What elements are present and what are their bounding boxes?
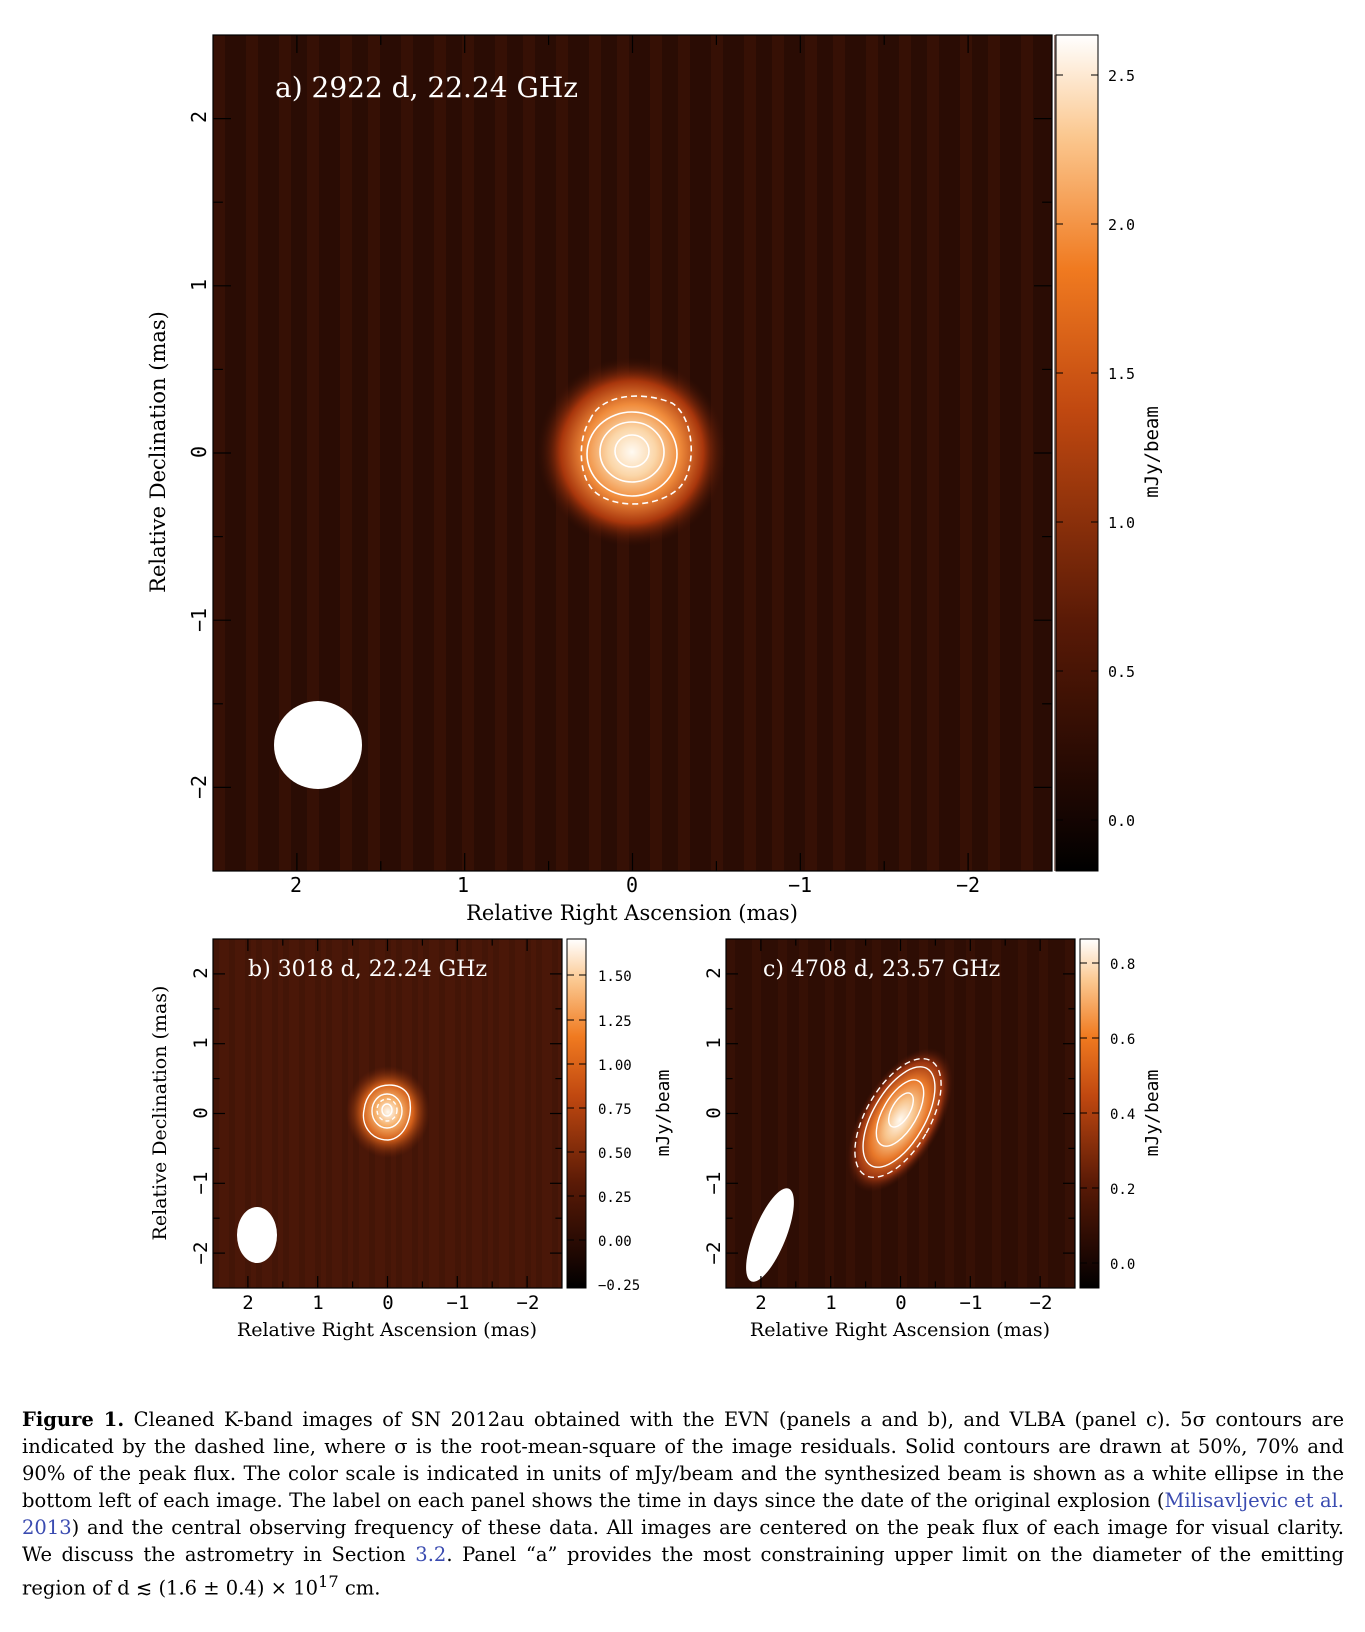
axis-ticks-a (213, 35, 1052, 871)
figure-1: a) 2922 d, 22.24 GHz 2 1 0 −1 −2 2 1 0 −… (146, 34, 1163, 1341)
y-tick-label: 0 (190, 1107, 212, 1118)
y-tick-labels-c: 2 1 0 −1 −2 (703, 967, 725, 1264)
y-axis-label-a: Relative Declination (mas) (146, 311, 170, 593)
x-tick-label: −1 (447, 1292, 470, 1314)
y-axis-label-b: Relative Declination (mas) (149, 986, 171, 1241)
colorbar-tick-label: −0.25 (598, 1278, 640, 1294)
x-tick-label: 0 (626, 873, 638, 897)
contours-c (854, 1057, 942, 1179)
colorbar-label-a: mJy/beam (1141, 406, 1163, 498)
panel-title-c: c) 4708 d, 23.57 GHz (763, 957, 1000, 982)
caption-text: . Panel “a” provides the most constraini… (22, 1543, 1345, 1600)
colorbar-c: 0.8 0.6 0.4 0.2 0.0 mJy/beam (1079, 938, 1163, 1289)
panel-title-b: b) 3018 d, 22.24 GHz (248, 957, 487, 982)
colorbar-tick-label: 1.50 (598, 969, 632, 985)
colorbar-tick-label: 0.6 (1110, 1032, 1135, 1048)
panel-c: c) 4708 d, 23.57 GHz 2 1 0 −1 −2 2 1 0 −… (703, 938, 1163, 1341)
caption-text: Cleaned K-band images of SN 2012au obtai… (22, 1408, 1345, 1512)
contours-a (580, 395, 693, 505)
x-tick-labels-a: 2 1 0 −1 −2 (290, 873, 980, 897)
colorbar-tick-label: 2.5 (1108, 67, 1135, 85)
section-link[interactable]: 3.2 (415, 1543, 447, 1566)
colorbar-tick-label: 0.25 (598, 1190, 632, 1206)
x-tick-label: 0 (382, 1292, 393, 1314)
x-tick-label: −2 (956, 873, 980, 897)
panel-title-a: a) 2922 d, 22.24 GHz (275, 71, 578, 104)
y-tick-label: 1 (190, 1037, 212, 1048)
colorbar-tick-label: 0.8 (1110, 957, 1135, 973)
caption-label: Figure 1. (22, 1408, 125, 1431)
x-tick-label: −2 (1030, 1292, 1053, 1314)
panel-b: b) 3018 d, 22.24 GHz 2 1 0 −1 −2 2 1 0 −… (149, 938, 674, 1341)
x-tick-labels-b: 2 1 0 −1 −2 (242, 1292, 539, 1314)
axis-ticks-c (726, 939, 1075, 1288)
colorbar-tick-label: 0.50 (598, 1146, 632, 1162)
citation-link[interactable]: Milisavljevic et al. 2013 (22, 1489, 1345, 1539)
colorbar-tick-label: 0.5 (1108, 663, 1135, 681)
colorbar-label-c: mJy/beam (1142, 1070, 1163, 1157)
caption-text: cm. (338, 1576, 381, 1600)
colorbar-tick-label: 0.4 (1110, 1107, 1135, 1123)
y-tick-label: 2 (187, 111, 211, 123)
colorbar-tick-label: 1.25 (598, 1014, 632, 1030)
panel-a: a) 2922 d, 22.24 GHz 2 1 0 −1 −2 2 1 0 −… (146, 34, 1163, 925)
x-tick-label: 0 (895, 1292, 906, 1314)
y-tick-label: −2 (703, 1242, 725, 1265)
x-tick-label: 2 (242, 1292, 253, 1314)
x-tick-label: −1 (788, 873, 812, 897)
colorbar-tick-label: 0.2 (1110, 1182, 1135, 1198)
y-tick-label: 1 (187, 279, 211, 291)
y-tick-labels-a: 2 1 0 −1 −2 (187, 111, 211, 799)
x-tick-label: −2 (517, 1292, 540, 1314)
beam-ellipse-c (746, 1188, 794, 1282)
y-tick-label: 1 (703, 1037, 725, 1048)
colorbar-tick-label: 1.0 (1108, 514, 1135, 532)
x-tick-label: 2 (290, 873, 302, 897)
beam-ellipse-a (274, 701, 362, 789)
x-axis-label-c: Relative Right Ascension (mas) (750, 1319, 1050, 1341)
x-tick-label: 1 (457, 873, 469, 897)
colorbar-tick-label: 0.0 (1110, 1257, 1135, 1273)
x-axis-label-b: Relative Right Ascension (mas) (237, 1319, 537, 1341)
colorbar-tick-label: 2.0 (1108, 216, 1135, 234)
y-tick-labels-b: 2 1 0 −1 −2 (190, 967, 212, 1264)
colorbar-b: 1.50 1.25 1.00 0.75 0.50 0.25 0.00 −0.25… (566, 938, 674, 1294)
y-tick-label: −2 (187, 775, 211, 799)
axis-ticks-b (213, 939, 562, 1288)
figure-caption: Figure 1. Cleaned K-band images of SN 20… (22, 1406, 1344, 1602)
colorbar-tick-label: 1.5 (1108, 365, 1135, 383)
y-tick-label: −1 (187, 608, 211, 632)
image-map-a (213, 35, 1066, 871)
y-tick-label: 2 (703, 967, 725, 978)
caption-exponent: 17 (317, 1572, 339, 1591)
x-axis-label-a: Relative Right Ascension (mas) (466, 901, 798, 925)
y-tick-label: 0 (187, 446, 211, 458)
contours-b (362, 1084, 411, 1141)
x-tick-label: 2 (755, 1292, 766, 1314)
caption-text: ) and the central observing frequency of… (22, 1516, 1344, 1566)
x-tick-label: −1 (960, 1292, 983, 1314)
x-tick-label: 1 (825, 1292, 836, 1314)
x-tick-labels-c: 2 1 0 −1 −2 (755, 1292, 1052, 1314)
y-tick-label: 2 (190, 967, 212, 978)
colorbar-tick-label: 1.00 (598, 1058, 632, 1074)
colorbar-a: 2.5 2.0 1.5 1.0 0.5 0.0 mJy/beam (1055, 34, 1163, 872)
y-tick-label: −1 (190, 1172, 212, 1195)
colorbar-label-b: mJy/beam (653, 1070, 674, 1157)
beam-ellipse-b (237, 1207, 277, 1263)
y-tick-label: −2 (190, 1242, 212, 1265)
x-tick-label: 1 (312, 1292, 323, 1314)
y-tick-label: 0 (703, 1107, 725, 1118)
colorbar-tick-label: 0.75 (598, 1102, 632, 1118)
colorbar-tick-label: 0.00 (598, 1234, 632, 1250)
y-tick-label: −1 (703, 1172, 725, 1195)
colorbar-tick-label: 0.0 (1108, 812, 1135, 830)
